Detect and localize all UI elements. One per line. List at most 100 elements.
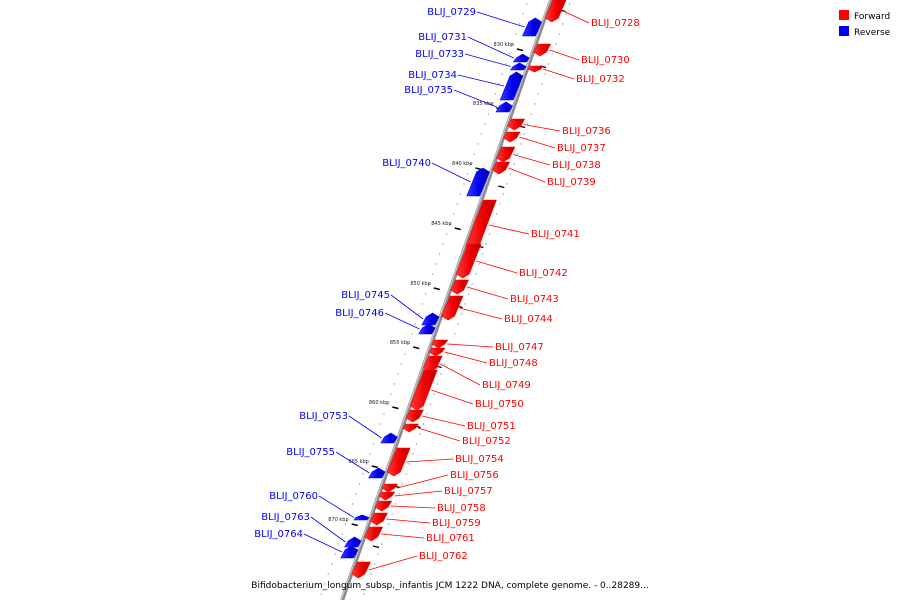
track-dot (421, 303, 423, 305)
gene-blij-0748[interactable] (428, 347, 446, 357)
gene-blij-0737[interactable] (503, 131, 521, 143)
gene-label-blij-0750[interactable]: BLIJ_0750 (475, 399, 524, 410)
gene-blij-0729[interactable] (522, 17, 543, 37)
gene-leader-line (303, 533, 343, 553)
gene-blij-0761[interactable] (364, 526, 384, 542)
track-dot (471, 283, 473, 285)
gene-blij-0756[interactable] (381, 483, 399, 493)
gene-blij-0745[interactable] (421, 312, 440, 326)
gene-blij-0751[interactable] (405, 409, 424, 423)
gene-label-blij-0746[interactable]: BLIJ_0746 (335, 308, 384, 319)
gene-label-blij-0738[interactable]: BLIJ_0738 (552, 160, 601, 171)
gene-label-blij-0739[interactable]: BLIJ_0739 (547, 177, 596, 188)
track-dot (391, 513, 393, 515)
legend-reverse-swatch (839, 26, 849, 36)
track-dot (411, 333, 413, 335)
gene-blij-0759[interactable] (369, 512, 388, 526)
gene-label-blij-0745[interactable]: BLIJ_0745 (341, 290, 390, 301)
tick-label: 835 kbp (473, 101, 493, 107)
gene-blij-0730[interactable] (533, 43, 552, 57)
gene-label-blij-0761[interactable]: BLIJ_0761 (426, 533, 475, 544)
gene-blij-0744[interactable] (441, 295, 464, 321)
gene-label-blij-0741[interactable]: BLIJ_0741 (531, 229, 580, 240)
gene-label-blij-0749[interactable]: BLIJ_0749 (482, 380, 531, 391)
gene-label-blij-0764[interactable]: BLIJ_0764 (254, 529, 303, 540)
gene-label-blij-0748[interactable]: BLIJ_0748 (489, 358, 538, 369)
gene-label-blij-0743[interactable]: BLIJ_0743 (510, 294, 559, 305)
gene-label-blij-0759[interactable]: BLIJ_0759 (432, 518, 481, 529)
gene-blij-0747[interactable] (431, 339, 449, 349)
gene-label-blij-0754[interactable]: BLIJ_0754 (455, 454, 504, 465)
gene-blij-0763[interactable] (344, 536, 362, 548)
track-dot (515, 33, 517, 35)
gene-blij-0728[interactable] (544, 0, 567, 23)
gene-blij-0758[interactable] (374, 500, 393, 512)
gene-blij-0733[interactable] (510, 62, 527, 71)
gene-label-blij-0735[interactable]: BLIJ_0735 (404, 85, 453, 96)
gene-label-blij-0763[interactable]: BLIJ_0763 (261, 512, 310, 523)
tick-label: 850 kbp (410, 281, 430, 287)
gene-blij-0760[interactable] (353, 514, 370, 521)
gene-blij-0741[interactable] (465, 199, 497, 251)
gene-label-blij-0753[interactable]: BLIJ_0753 (299, 411, 348, 422)
gene-label-blij-0752[interactable]: BLIJ_0752 (462, 436, 511, 447)
track-dot (537, 93, 539, 95)
track-dot (477, 143, 479, 145)
track-dot (355, 493, 357, 495)
gene-blij-0736[interactable] (507, 118, 526, 131)
track-dot (320, 593, 322, 595)
gene-label-blij-0756[interactable]: BLIJ_0756 (450, 470, 499, 481)
gene-blij-0762[interactable] (351, 561, 371, 579)
track-dot (447, 353, 449, 355)
gene-blij-0743[interactable] (450, 279, 470, 295)
gene-label-blij-0742[interactable]: BLIJ_0742 (519, 268, 568, 279)
gene-blij-0735[interactable] (495, 101, 513, 113)
gene-label-blij-0728[interactable]: BLIJ_0728 (591, 18, 640, 29)
track-dot (367, 583, 369, 585)
gene-label-blij-0734[interactable]: BLIJ_0734 (408, 70, 457, 81)
gene-blij-0738[interactable] (496, 146, 516, 163)
track-dot (551, 53, 553, 55)
gene-label-blij-0751[interactable]: BLIJ_0751 (467, 421, 516, 432)
gene-blij-0757[interactable] (378, 491, 396, 501)
gene-blij-0731[interactable] (512, 53, 530, 63)
gene-label-blij-0730[interactable]: BLIJ_0730 (581, 55, 630, 66)
gene-label-blij-0744[interactable]: BLIJ_0744 (504, 314, 553, 325)
gene-leader-line (397, 474, 449, 489)
gene-blij-0753[interactable] (380, 432, 398, 444)
gene-leader-line (422, 415, 466, 427)
track-dot (390, 393, 392, 395)
gene-blij-0742[interactable] (455, 243, 482, 279)
gene-blij-0754[interactable] (386, 447, 411, 477)
gene-label-blij-0731[interactable]: BLIJ_0731 (418, 32, 467, 43)
backbone-line (340, 0, 554, 600)
gene-label-blij-0729[interactable]: BLIJ_0729 (427, 7, 476, 18)
gene-blij-0755[interactable] (368, 467, 386, 479)
gene-label-blij-0740[interactable]: BLIJ_0740 (382, 158, 431, 169)
gene-label-blij-0757[interactable]: BLIJ_0757 (444, 486, 493, 497)
gene-label-blij-0747[interactable]: BLIJ_0747 (495, 342, 544, 353)
gene-label-blij-0760[interactable]: BLIJ_0760 (269, 491, 318, 502)
gene-blij-0764[interactable] (340, 545, 359, 559)
gene-leader-line (523, 124, 561, 132)
gene-blij-0734[interactable] (499, 71, 524, 101)
track-dot (523, 133, 526, 135)
gene-label-blij-0733[interactable]: BLIJ_0733 (415, 49, 464, 60)
track-dot (429, 403, 432, 405)
track-dot (488, 233, 491, 235)
gene-label-blij-0758[interactable]: BLIJ_0758 (437, 503, 486, 514)
gene-blij-0732[interactable] (527, 65, 544, 73)
gene-label-blij-0737[interactable]: BLIJ_0737 (557, 143, 606, 154)
gene-label-blij-0755[interactable]: BLIJ_0755 (286, 447, 335, 458)
track-dot (449, 223, 451, 225)
gene-label-blij-0736[interactable]: BLIJ_0736 (562, 126, 611, 137)
gene-blij-0750[interactable] (409, 369, 438, 411)
track-dot (370, 573, 372, 575)
gene-label-blij-0732[interactable]: BLIJ_0732 (576, 74, 625, 85)
gene-leader-line (464, 53, 511, 67)
gene-label-blij-0762[interactable]: BLIJ_0762 (419, 551, 468, 562)
gene-blij-0746[interactable] (418, 323, 436, 335)
gene-blij-0739[interactable] (492, 161, 511, 175)
gene-blij-0752[interactable] (402, 423, 420, 433)
gene-blij-0740[interactable] (466, 167, 490, 197)
